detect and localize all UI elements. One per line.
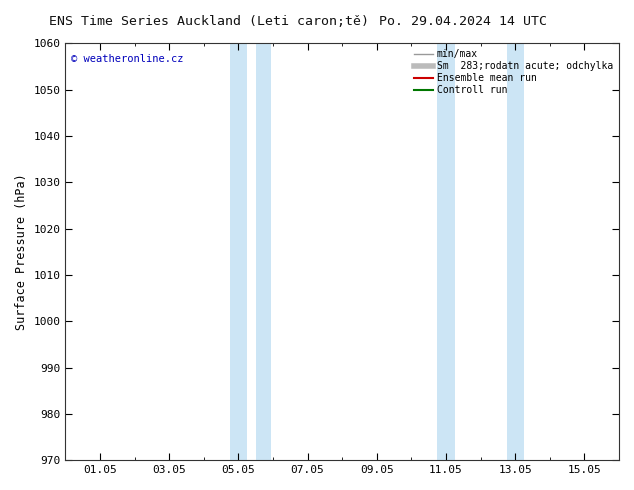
Text: © weatheronline.cz: © weatheronline.cz [71,54,183,64]
Bar [256,44,271,460]
Legend: min/max, Sm  283;rodatn acute; odchylka, Ensemble mean run, Controll run: min/max, Sm 283;rodatn acute; odchylka, … [410,46,617,99]
Bar [507,44,524,460]
Bar [230,44,247,460]
Title: ENS Time Series Auckland (Leti caron;tě)      Po. 29.04.2024 14 UTC: ENS Time Series Auckland (Leti caron;tě)… [0,489,1,490]
Bar [437,44,455,460]
Text: ENS Time Series Auckland (Leti caron;tě): ENS Time Series Auckland (Leti caron;tě) [49,15,369,28]
Y-axis label: Surface Pressure (hPa): Surface Pressure (hPa) [15,173,28,330]
Text: Po. 29.04.2024 14 UTC: Po. 29.04.2024 14 UTC [379,15,547,28]
